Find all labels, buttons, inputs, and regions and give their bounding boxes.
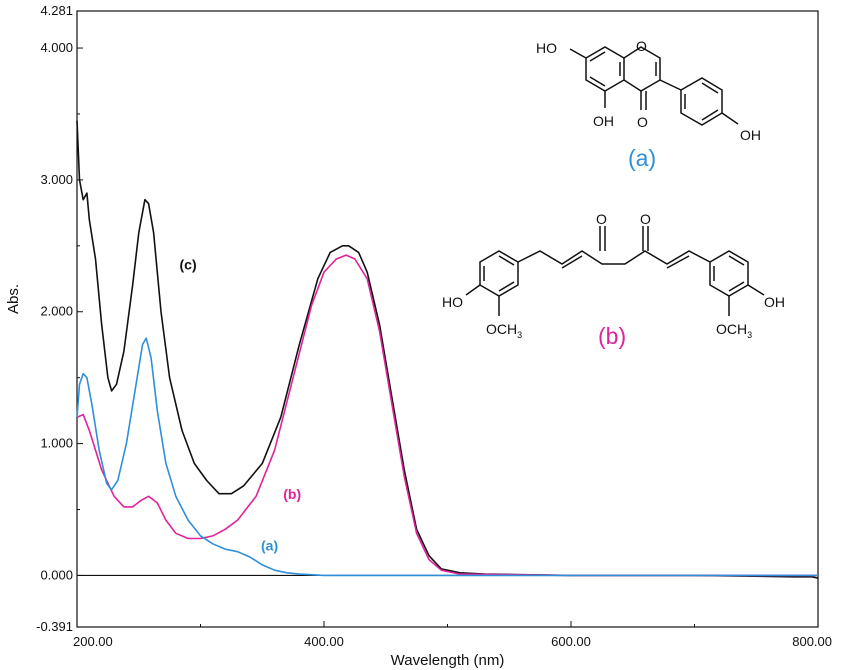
y-tick-label: 0.000 xyxy=(40,567,73,582)
atom-oh-right: OH xyxy=(764,294,785,310)
structure-a-text: HO O OH O OH (a) xyxy=(536,38,761,171)
x-axis-title: Wavelength (nm) xyxy=(391,652,505,669)
x-tick-label: 800.00 xyxy=(792,634,832,649)
structure-a-label: (a) xyxy=(628,145,656,171)
chart-curves xyxy=(76,120,819,579)
atom-ho: HO xyxy=(536,40,557,56)
chart-curve-labels: (c) (b) (a) xyxy=(180,257,302,554)
atom-o-keto-left: O xyxy=(596,211,607,227)
atom-o-carbonyl: O xyxy=(637,114,648,130)
atom-och3-right: OCH3 xyxy=(716,321,752,340)
structure-b-label: (b) xyxy=(598,323,626,349)
atom-o-keto-right: O xyxy=(640,211,651,227)
curve-label-0: (c) xyxy=(180,257,197,273)
y-tick-label: 4.000 xyxy=(40,40,73,55)
atom-oh: OH xyxy=(593,113,614,129)
structure-b-curcumin xyxy=(465,226,765,316)
atom-ho-left: HO xyxy=(442,294,463,310)
y-tick-label: 3.000 xyxy=(40,172,73,187)
atom-oh-phenyl: OH xyxy=(740,127,761,143)
y-tick-label: -0.391 xyxy=(36,619,73,634)
x-tick-label: 200.00 xyxy=(73,634,113,649)
atom-och3-left: OCH3 xyxy=(486,321,522,340)
x-tick-label: 400.00 xyxy=(304,634,344,649)
chart-axes: -0.391 0.000 1.000 2.000 3.000 4.000 4.281 200.… xyxy=(5,3,832,669)
y-tick-label: 2.000 xyxy=(40,304,73,319)
y-tick-label: 1.000 xyxy=(40,436,73,451)
series-line-1 xyxy=(76,254,818,577)
structure-b-text: O O HO OCH3 OCH3 OH (b) xyxy=(442,211,785,349)
curve-label-2: (a) xyxy=(261,537,278,553)
structure-a-genistein xyxy=(569,46,739,126)
atom-o-ring: O xyxy=(636,38,647,54)
series-line-2 xyxy=(76,337,818,577)
curve-label-1: (b) xyxy=(283,486,301,502)
y-tick-label: 4.281 xyxy=(40,3,73,18)
y-axis-title: Abs. xyxy=(5,284,22,314)
plot-frame xyxy=(76,10,819,628)
series-line-0 xyxy=(76,120,819,579)
x-tick-label: 600.00 xyxy=(551,634,591,649)
